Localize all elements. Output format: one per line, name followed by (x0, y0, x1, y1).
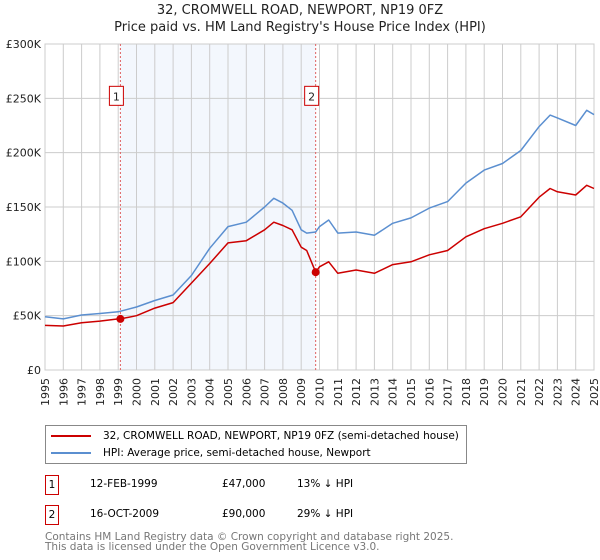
sale-date: 12-FEB-1999 (90, 478, 158, 490)
sale-label-box (304, 85, 320, 106)
x-tick-label: 2023 (551, 378, 564, 406)
x-tick-label: 1997 (76, 378, 89, 406)
x-tick-label: 2025 (588, 378, 600, 406)
sale-row: 1 12-FEB-1999 £47,000 13% ↓ HPI (45, 475, 445, 495)
footer-copyright: Contains HM Land Registry data © Crown c… (45, 531, 454, 543)
sale-price: £47,000 (222, 478, 266, 490)
sale-hpi-diff: 13% ↓ HPI (297, 478, 354, 490)
y-tick-label: £200K (6, 147, 42, 160)
x-tick-label: 2015 (405, 378, 418, 406)
y-tick-label: £50K (13, 310, 42, 323)
x-tick-label: 2019 (478, 378, 491, 406)
x-tick-label: 2018 (460, 378, 473, 406)
x-tick-label: 2000 (131, 378, 144, 406)
x-tick-label: 2007 (259, 378, 272, 406)
legend-label: 32, CROMWELL ROAD, NEWPORT, NP19 0FZ (se… (103, 430, 459, 442)
x-tick-label: 2002 (167, 378, 180, 406)
x-tick-label: 2022 (533, 378, 546, 406)
x-tick-label: 2009 (295, 378, 308, 406)
x-tick-label: 2010 (314, 378, 327, 406)
sale-point (116, 314, 125, 323)
x-tick-label: 2003 (185, 378, 198, 406)
legend-swatch-blue (51, 452, 91, 454)
x-tick-label: 2004 (204, 378, 217, 406)
x-tick-label: 2006 (240, 378, 253, 406)
sale-number: 1 (45, 475, 59, 495)
footer-licence: This data is licensed under the Open Gov… (45, 541, 380, 553)
sale-date: 16-OCT-2009 (90, 508, 159, 520)
x-tick-label: 1995 (39, 378, 52, 406)
x-tick-label: 2013 (368, 378, 381, 406)
sale-point (311, 268, 320, 277)
x-tick-label: 2021 (515, 378, 528, 406)
y-tick-label: £300K (6, 38, 42, 51)
x-tick-label: 1998 (94, 378, 107, 406)
sale-label: 2 (308, 90, 315, 103)
legend-item-property: 32, CROMWELL ROAD, NEWPORT, NP19 0FZ (se… (46, 428, 459, 444)
sale-label: 1 (113, 90, 120, 103)
x-tick-label: 2005 (222, 378, 235, 406)
legend-item-hpi: HPI: Average price, semi-detached house,… (46, 445, 371, 461)
legend-swatch-red (51, 435, 91, 437)
sale-hpi-diff: 29% ↓ HPI (297, 508, 354, 520)
x-tick-label: 1996 (57, 378, 70, 406)
x-tick-label: 1999 (112, 378, 125, 406)
y-tick-label: £0 (27, 364, 41, 377)
plot-frame (44, 43, 595, 371)
price-chart: 1995 1996 1997 1998 1999 2000 2001 2002 2003 2004… (6, 38, 600, 406)
x-tick-label: 2016 (423, 378, 436, 406)
y-tick-label: £150K (6, 201, 42, 214)
y-tick-label: £250K (6, 92, 42, 105)
x-tick-label: 2012 (350, 378, 363, 406)
legend-label: HPI: Average price, semi-detached house,… (103, 447, 371, 459)
x-tick-label: 2014 (387, 378, 400, 406)
sale-label-box (108, 85, 124, 106)
x-tick-label: 2001 (149, 378, 162, 406)
footer: Contains HM Land Registry data © Crown c… (45, 531, 454, 553)
legend: 32, CROMWELL ROAD, NEWPORT, NP19 0FZ (se… (45, 425, 467, 464)
x-tick-label: 2008 (277, 378, 290, 406)
sale-row: 2 16-OCT-2009 £90,000 29% ↓ HPI (45, 505, 445, 525)
x-tick-label: 2024 (570, 378, 583, 406)
y-tick-label: £100K (6, 255, 42, 268)
sale-number: 2 (45, 505, 59, 525)
x-tick-label: 2017 (442, 378, 455, 406)
x-tick-label: 2020 (497, 378, 510, 406)
chart-subtitle: Price paid vs. HM Land Registry's House … (114, 20, 486, 35)
hpi-series-line (44, 109, 595, 320)
chart-title: 32, CROMWELL ROAD, NEWPORT, NP19 0FZ (156, 3, 444, 18)
x-tick-label: 2011 (332, 378, 345, 406)
sale-price: £90,000 (222, 508, 266, 520)
